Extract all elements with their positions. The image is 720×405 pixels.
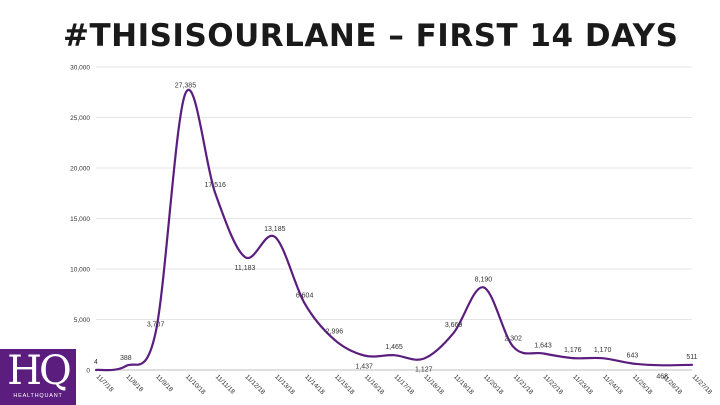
x-tick-label: 11/17/18	[393, 373, 416, 396]
data-label: 4	[94, 359, 98, 366]
x-tick-label: 11/20/18	[482, 373, 505, 396]
x-tick-label: 11/7/18	[95, 373, 115, 393]
data-label: 3,707	[147, 322, 165, 329]
slide-title: #THISISOURLANE – FIRST 14 DAYS	[63, 18, 679, 54]
y-tick-label: 15,000	[70, 216, 90, 223]
logo-mark: HQ	[7, 348, 72, 394]
y-tick-label: 5,000	[74, 317, 91, 324]
y-tick-label: 30,000	[70, 65, 90, 72]
x-axis-tick-labels: 11/7/18 11/8/18 11/9/18 11/10/18 11/11/18 11/…	[95, 373, 714, 396]
x-tick-label: 11/10/18	[184, 373, 207, 396]
data-label: 27,385	[175, 82, 197, 89]
y-axis-tick-labels: 0 5,000 10,000 15,000 20,000 25,000 30,000	[70, 65, 90, 375]
series-line	[94, 88, 694, 372]
data-labels: 4 388 3,707 27,385 17,516 11,183 13,185 6,604 2,…	[94, 82, 698, 380]
x-tick-label: 11/25/18	[631, 373, 654, 396]
data-label: 6,604	[296, 292, 314, 299]
data-label: 8,190	[475, 276, 493, 283]
data-label: 2,996	[326, 329, 344, 336]
data-label: 3,669	[445, 322, 463, 329]
x-tick-label: 11/19/18	[452, 373, 475, 396]
data-label: 1,127	[415, 367, 433, 374]
x-tick-label: 11/18/18	[422, 373, 445, 396]
data-label: 1,643	[534, 342, 552, 349]
logo-name: HEALTHQUANT	[13, 393, 63, 399]
x-tick-label: 11/27/18	[691, 373, 714, 396]
data-label: 1,170	[594, 347, 612, 354]
data-label: 388	[120, 355, 132, 362]
data-label: 11,183	[235, 265, 256, 272]
x-tick-label: 11/15/18	[333, 373, 356, 396]
data-label: 1,176	[564, 347, 582, 354]
healthquant-logo: HQ HEALTHQUANT	[0, 349, 76, 405]
x-tick-label: 11/22/18	[542, 373, 565, 396]
x-tick-label: 11/23/18	[571, 373, 594, 396]
data-label: 1,437	[355, 363, 373, 370]
x-tick-label: 11/16/18	[363, 373, 386, 396]
x-tick-label: 11/21/18	[512, 373, 535, 396]
data-label: 511	[686, 354, 697, 361]
x-tick-label: 11/8/18	[124, 373, 144, 393]
y-tick-label: 25,000	[70, 115, 90, 122]
x-tick-label: 11/9/18	[154, 373, 174, 393]
data-label: 1,465	[385, 344, 403, 351]
data-label: 468	[656, 373, 668, 380]
data-label: 17,516	[204, 182, 226, 189]
y-tick-label: 0	[86, 368, 90, 375]
data-label: 2,302	[504, 336, 522, 343]
chart-gridlines	[96, 66, 692, 320]
x-tick-label: 11/14/18	[303, 373, 326, 396]
y-tick-label: 20,000	[70, 166, 90, 173]
data-label: 643	[627, 353, 639, 360]
x-tick-label: 11/11/18	[214, 373, 236, 395]
x-tick-label: 11/12/18	[244, 373, 267, 396]
data-label: 13,185	[264, 226, 286, 233]
x-tick-label: 11/24/18	[601, 373, 624, 396]
y-tick-label: 10,000	[70, 267, 90, 274]
x-tick-label: 11/13/18	[273, 373, 296, 396]
